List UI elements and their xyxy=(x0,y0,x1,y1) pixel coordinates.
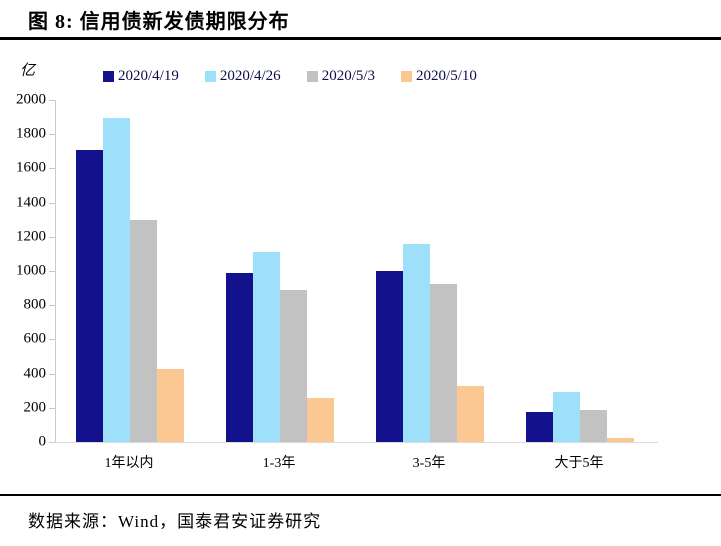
bar-2020-4-26 xyxy=(553,392,580,442)
x-axis-labels: 1年以内 1-3年 3-5年 大于5年 xyxy=(0,452,721,472)
y-tick-label: 400 xyxy=(23,365,47,382)
y-tick-mark xyxy=(49,271,55,272)
bar-2020-4-19 xyxy=(76,149,103,442)
y-tick-mark xyxy=(49,168,55,170)
bar-2020-5-3 xyxy=(130,219,157,442)
y-axis-labels: 2000 1800 1600 1400 1200 1000 800 600 400 200 0 xyxy=(0,92,47,450)
bar-2020-5-10 xyxy=(607,437,634,442)
y-tick-label: 1000 xyxy=(16,262,46,279)
y-tick-mark xyxy=(49,305,55,307)
legend-label: 2020/4/19 xyxy=(118,68,179,84)
bar-2020-5-3 xyxy=(430,283,457,442)
bar-2020-4-26 xyxy=(403,243,430,442)
bar-group-3 xyxy=(376,243,484,442)
y-tick-label: 2000 xyxy=(16,91,46,108)
bar-group-1 xyxy=(76,117,184,442)
y-tick-mark xyxy=(49,339,55,341)
bar-2020-5-10 xyxy=(457,385,484,442)
legend-swatch-icon xyxy=(103,71,114,82)
chart-legend: 2020/4/19 2020/4/26 2020/5/3 2020/5/10 xyxy=(103,68,477,85)
y-tick-label: 1600 xyxy=(16,159,46,176)
bar-2020-4-26 xyxy=(253,252,280,442)
bar-2020-5-10 xyxy=(307,397,334,442)
bar-2020-5-10 xyxy=(157,369,184,442)
y-tick-mark xyxy=(49,100,55,101)
y-tick-label: 200 xyxy=(23,399,47,416)
y-tick-mark xyxy=(49,134,55,136)
legend-swatch-icon xyxy=(306,71,318,82)
y-tick-mark xyxy=(49,236,55,238)
bar-group-4 xyxy=(526,392,634,442)
y-tick-label: 1400 xyxy=(16,194,46,211)
legend-swatch-icon xyxy=(204,71,216,82)
x-tick-label: 1年以内 xyxy=(104,456,154,471)
x-tick-label: 1-3年 xyxy=(262,456,296,471)
legend-item-2020-5-3: 2020/5/3 xyxy=(306,68,376,85)
bar-group-2 xyxy=(226,252,334,442)
legend-label: 2020/5/10 xyxy=(416,68,477,84)
legend-item-2020-4-19: 2020/4/19 xyxy=(103,68,179,85)
legend-label: 2020/5/3 xyxy=(321,68,376,84)
y-tick-mark xyxy=(49,202,55,204)
y-tick-label: 1800 xyxy=(16,125,46,142)
footer-divider xyxy=(0,494,721,496)
y-tick-label: 600 xyxy=(23,330,47,347)
y-tick-mark xyxy=(49,442,55,443)
legend-item-2020-4-26: 2020/4/26 xyxy=(204,68,281,85)
x-tick-label: 大于5年 xyxy=(554,456,604,471)
x-tick-label: 3-5年 xyxy=(412,456,446,471)
bar-2020-4-19 xyxy=(226,272,253,442)
y-tick-label: 0 xyxy=(38,433,47,450)
y-axis-unit: 亿 xyxy=(20,63,36,79)
bar-2020-5-3 xyxy=(280,289,307,442)
title-divider xyxy=(0,37,721,40)
source-note: 数据来源：Wind，国泰君安证券研究 xyxy=(28,512,322,531)
figure-title: 图 8: 信用债新发债期限分布 xyxy=(28,11,290,33)
legend-label: 2020/4/26 xyxy=(219,68,281,84)
legend-swatch-icon xyxy=(401,71,413,82)
bar-2020-4-19 xyxy=(376,271,403,442)
y-tick-mark xyxy=(49,407,55,409)
y-tick-label: 800 xyxy=(23,296,47,313)
legend-item-2020-5-10: 2020/5/10 xyxy=(401,68,477,85)
y-tick-label: 1200 xyxy=(16,228,46,245)
bar-2020-4-19 xyxy=(526,412,553,442)
plot-area xyxy=(49,100,658,443)
y-tick-mark xyxy=(49,373,55,375)
bar-2020-5-3 xyxy=(580,409,607,442)
bar-2020-4-26 xyxy=(103,117,130,442)
